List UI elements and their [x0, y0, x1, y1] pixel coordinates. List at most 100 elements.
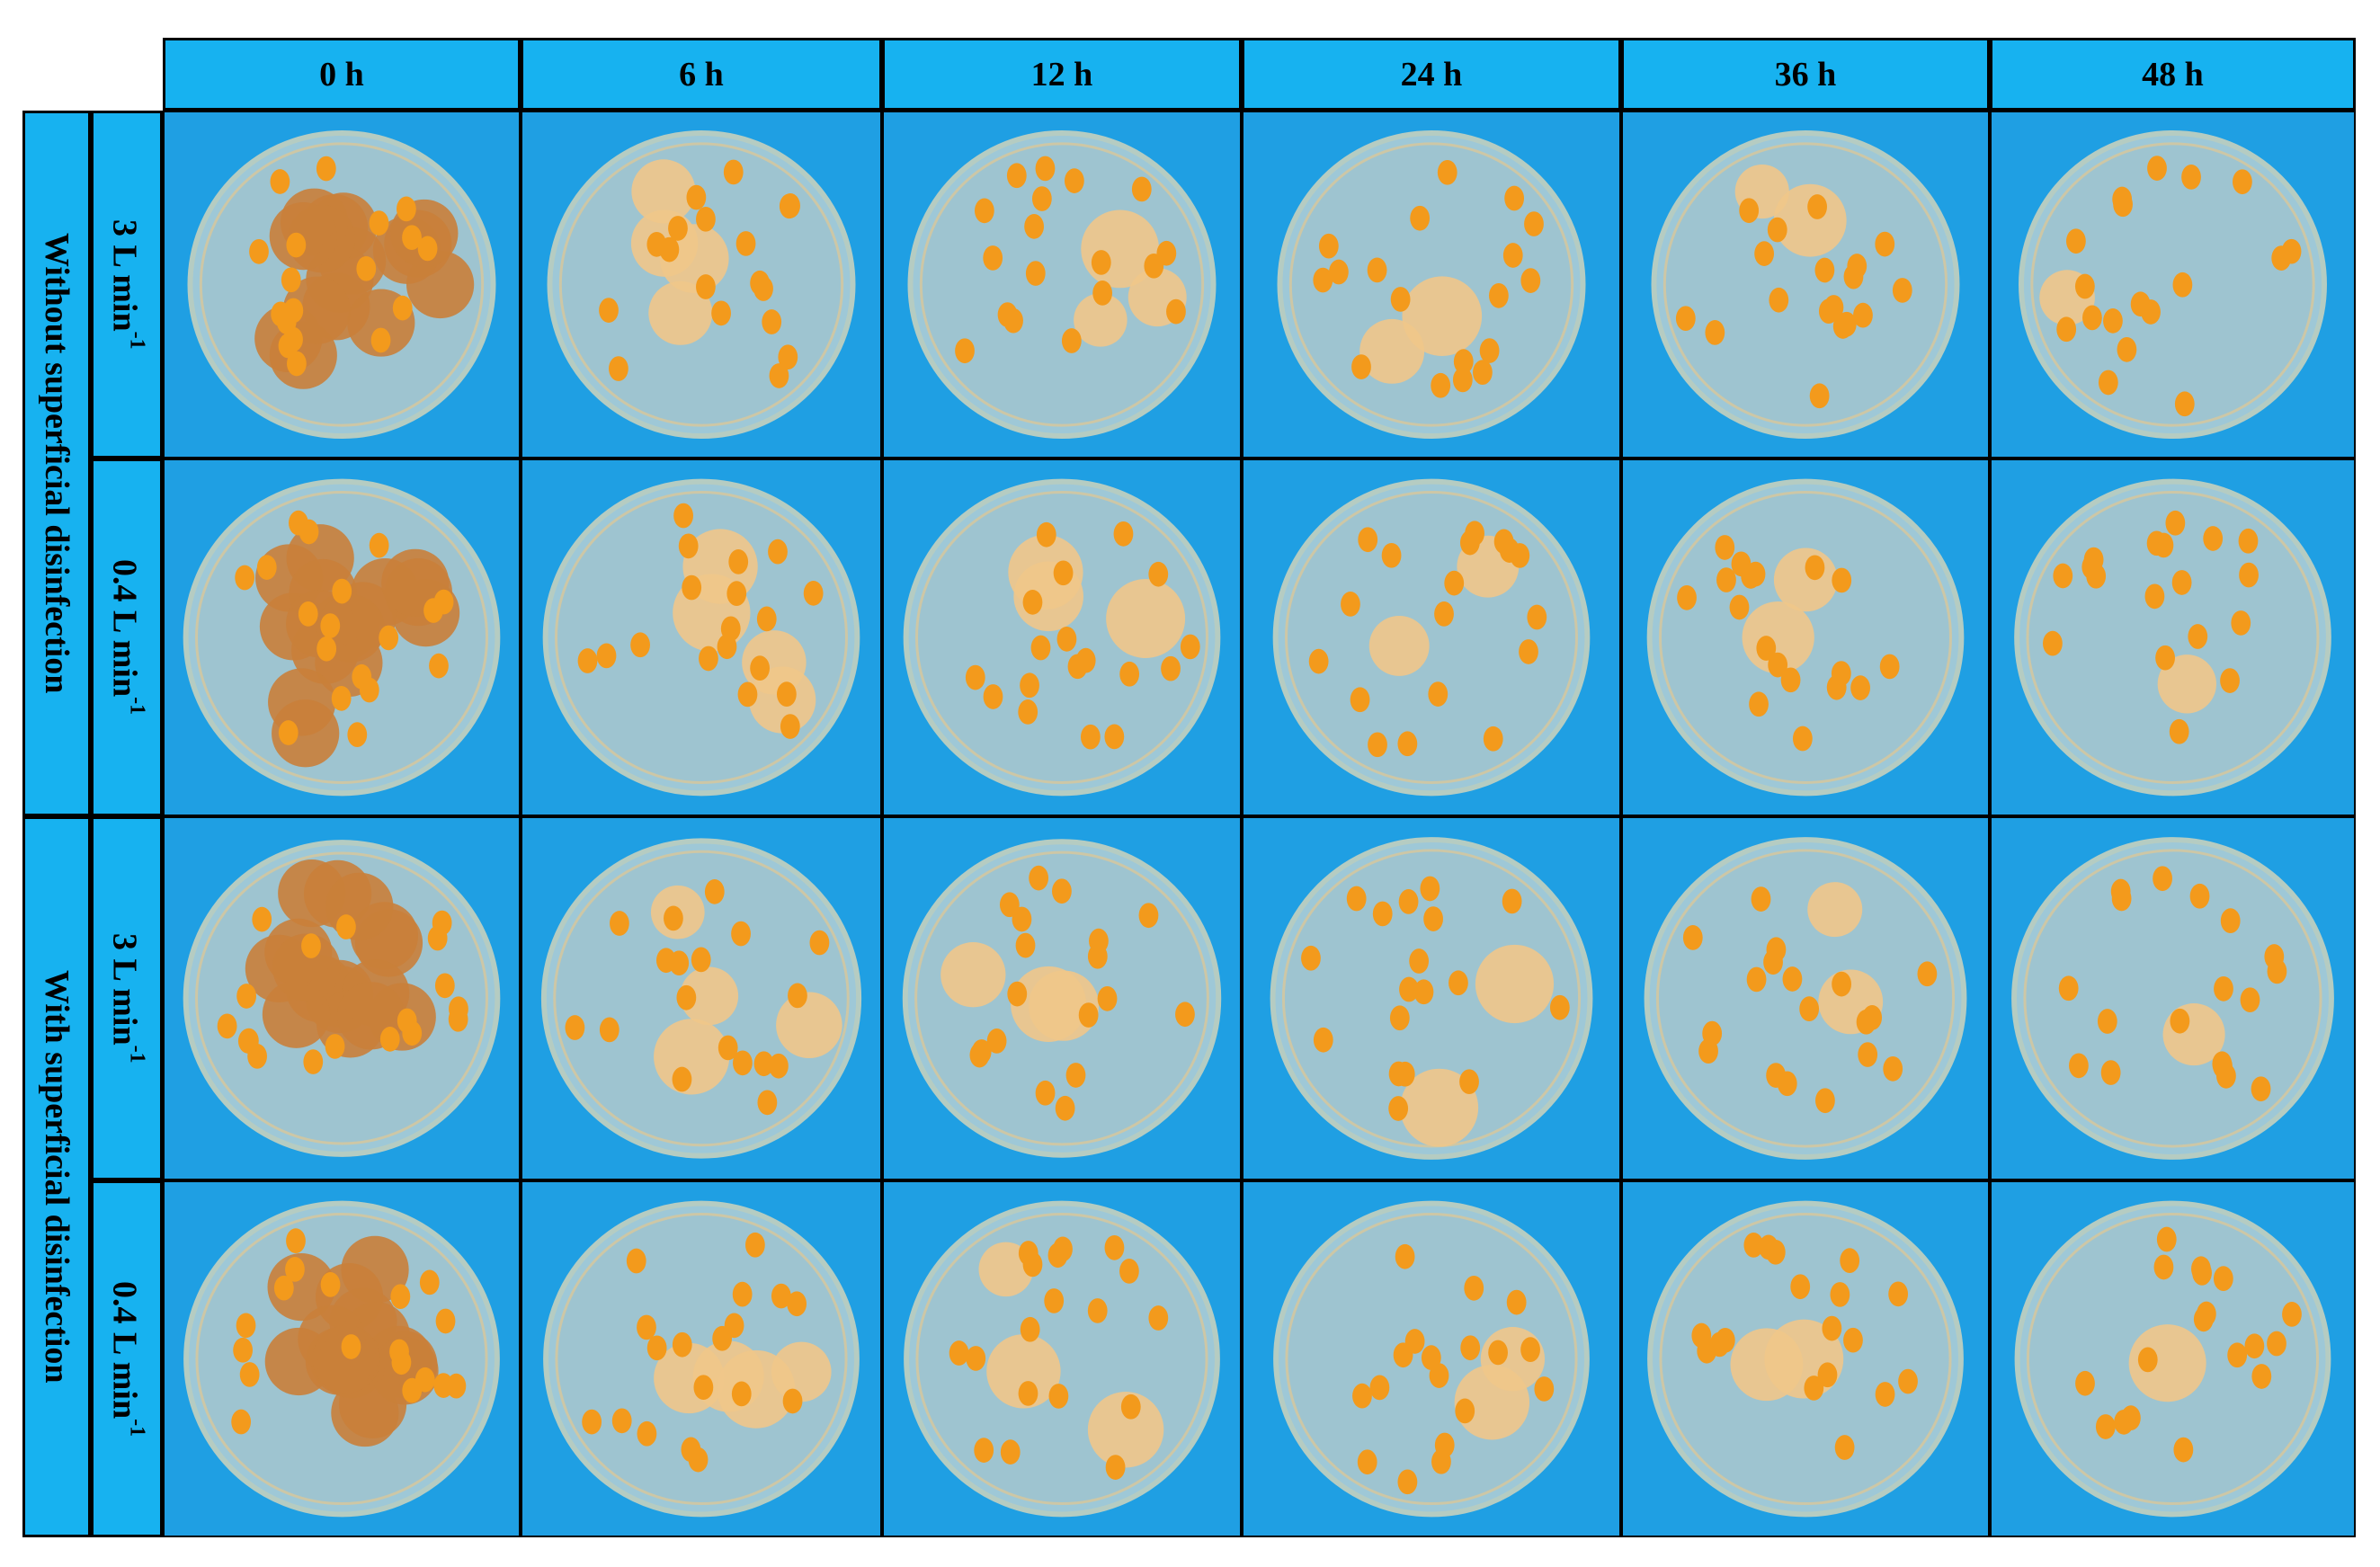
seed [1754, 241, 1774, 266]
seed [1119, 1259, 1139, 1284]
seed [301, 933, 321, 958]
seed [2098, 369, 2118, 396]
seed [1018, 699, 1038, 725]
seed [1421, 1345, 1441, 1371]
dish-part [2030, 142, 2315, 427]
seed [726, 581, 747, 607]
seed [2153, 866, 2172, 892]
seed [696, 274, 716, 299]
seed [1677, 584, 1697, 610]
dish-part [2128, 1324, 2206, 1402]
seed [673, 503, 693, 529]
row-label-text: 0.4 L min-1 [105, 1281, 149, 1437]
petri-photo [163, 111, 521, 459]
seed [2244, 1333, 2265, 1359]
petri-photo [521, 459, 882, 816]
row-label-sup: -1 [125, 697, 149, 716]
seed [1743, 1233, 1764, 1258]
petri-photo [521, 816, 882, 1180]
seed [414, 1367, 435, 1393]
seed [2155, 645, 2175, 671]
dish [187, 130, 496, 439]
seed [1459, 1069, 1479, 1095]
row-label: 3 L min-1 [91, 816, 163, 1180]
seed [336, 914, 356, 939]
seed [646, 1335, 667, 1361]
seed [735, 231, 756, 256]
seed [1502, 888, 1522, 914]
seed [2282, 1302, 2302, 1327]
seed [1830, 1282, 1850, 1307]
seed [611, 1408, 632, 1434]
seed [298, 601, 318, 627]
dish [2014, 1200, 2331, 1518]
seed [1716, 567, 1736, 592]
seed [731, 921, 751, 947]
seed [1024, 214, 1044, 239]
petri-photo [882, 111, 1242, 459]
seed [1428, 681, 1449, 707]
seed [1917, 961, 1938, 987]
seed [1341, 592, 1360, 617]
dish [2014, 478, 2331, 797]
seed [1357, 1449, 1377, 1475]
seed [630, 632, 650, 658]
dish [902, 839, 1222, 1158]
seed [249, 238, 269, 264]
seed [637, 1314, 656, 1340]
seed [1393, 1342, 1413, 1368]
seed [1767, 217, 1787, 243]
seed [419, 1269, 440, 1295]
dish-part [1773, 183, 1847, 257]
seed [582, 1409, 602, 1435]
dish-part [325, 872, 394, 940]
seed [2165, 510, 2186, 536]
seed [1148, 1305, 1169, 1331]
seed [668, 216, 688, 241]
petri-photo [1990, 1180, 2356, 1537]
seed [1782, 966, 1803, 992]
seed [1065, 1063, 1086, 1088]
seed [1453, 349, 1474, 374]
seed [1064, 168, 1084, 193]
seed [1035, 156, 1056, 182]
seed [1020, 1316, 1040, 1342]
seed [2191, 1256, 2211, 1282]
seed [672, 1331, 692, 1358]
seed [2043, 630, 2063, 656]
group-label: With superficial disinfection [22, 816, 91, 1537]
seed [2227, 1342, 2248, 1368]
seed [402, 225, 422, 251]
seed [1052, 878, 1072, 904]
seed [1807, 194, 1827, 219]
seed [756, 606, 777, 632]
seed [565, 1015, 585, 1040]
seed [434, 973, 455, 999]
seed [1381, 542, 1402, 568]
dish-part [1402, 276, 1483, 357]
seed [2068, 1053, 2089, 1079]
seed [1822, 1315, 1842, 1341]
seed [1097, 985, 1118, 1011]
seed [1434, 601, 1454, 627]
seed [1423, 906, 1443, 931]
row-label-base: 3 L min [105, 219, 144, 332]
seed [286, 1228, 306, 1254]
seed [2220, 668, 2240, 693]
dish [183, 1200, 500, 1518]
seed [2153, 532, 2174, 558]
seed [1120, 1393, 1141, 1420]
seed [609, 356, 628, 381]
row-label: 0.4 L min-1 [91, 1180, 163, 1537]
seed [1431, 372, 1451, 398]
petri-photo [1621, 1180, 1990, 1537]
dish [1647, 1200, 1964, 1518]
seed [1814, 257, 1835, 283]
seed [1131, 176, 1152, 202]
seed [1410, 205, 1431, 231]
dish-part [986, 1334, 1061, 1409]
seed [1534, 1376, 1555, 1402]
seed [1119, 661, 1140, 687]
seed [2100, 1060, 2121, 1085]
